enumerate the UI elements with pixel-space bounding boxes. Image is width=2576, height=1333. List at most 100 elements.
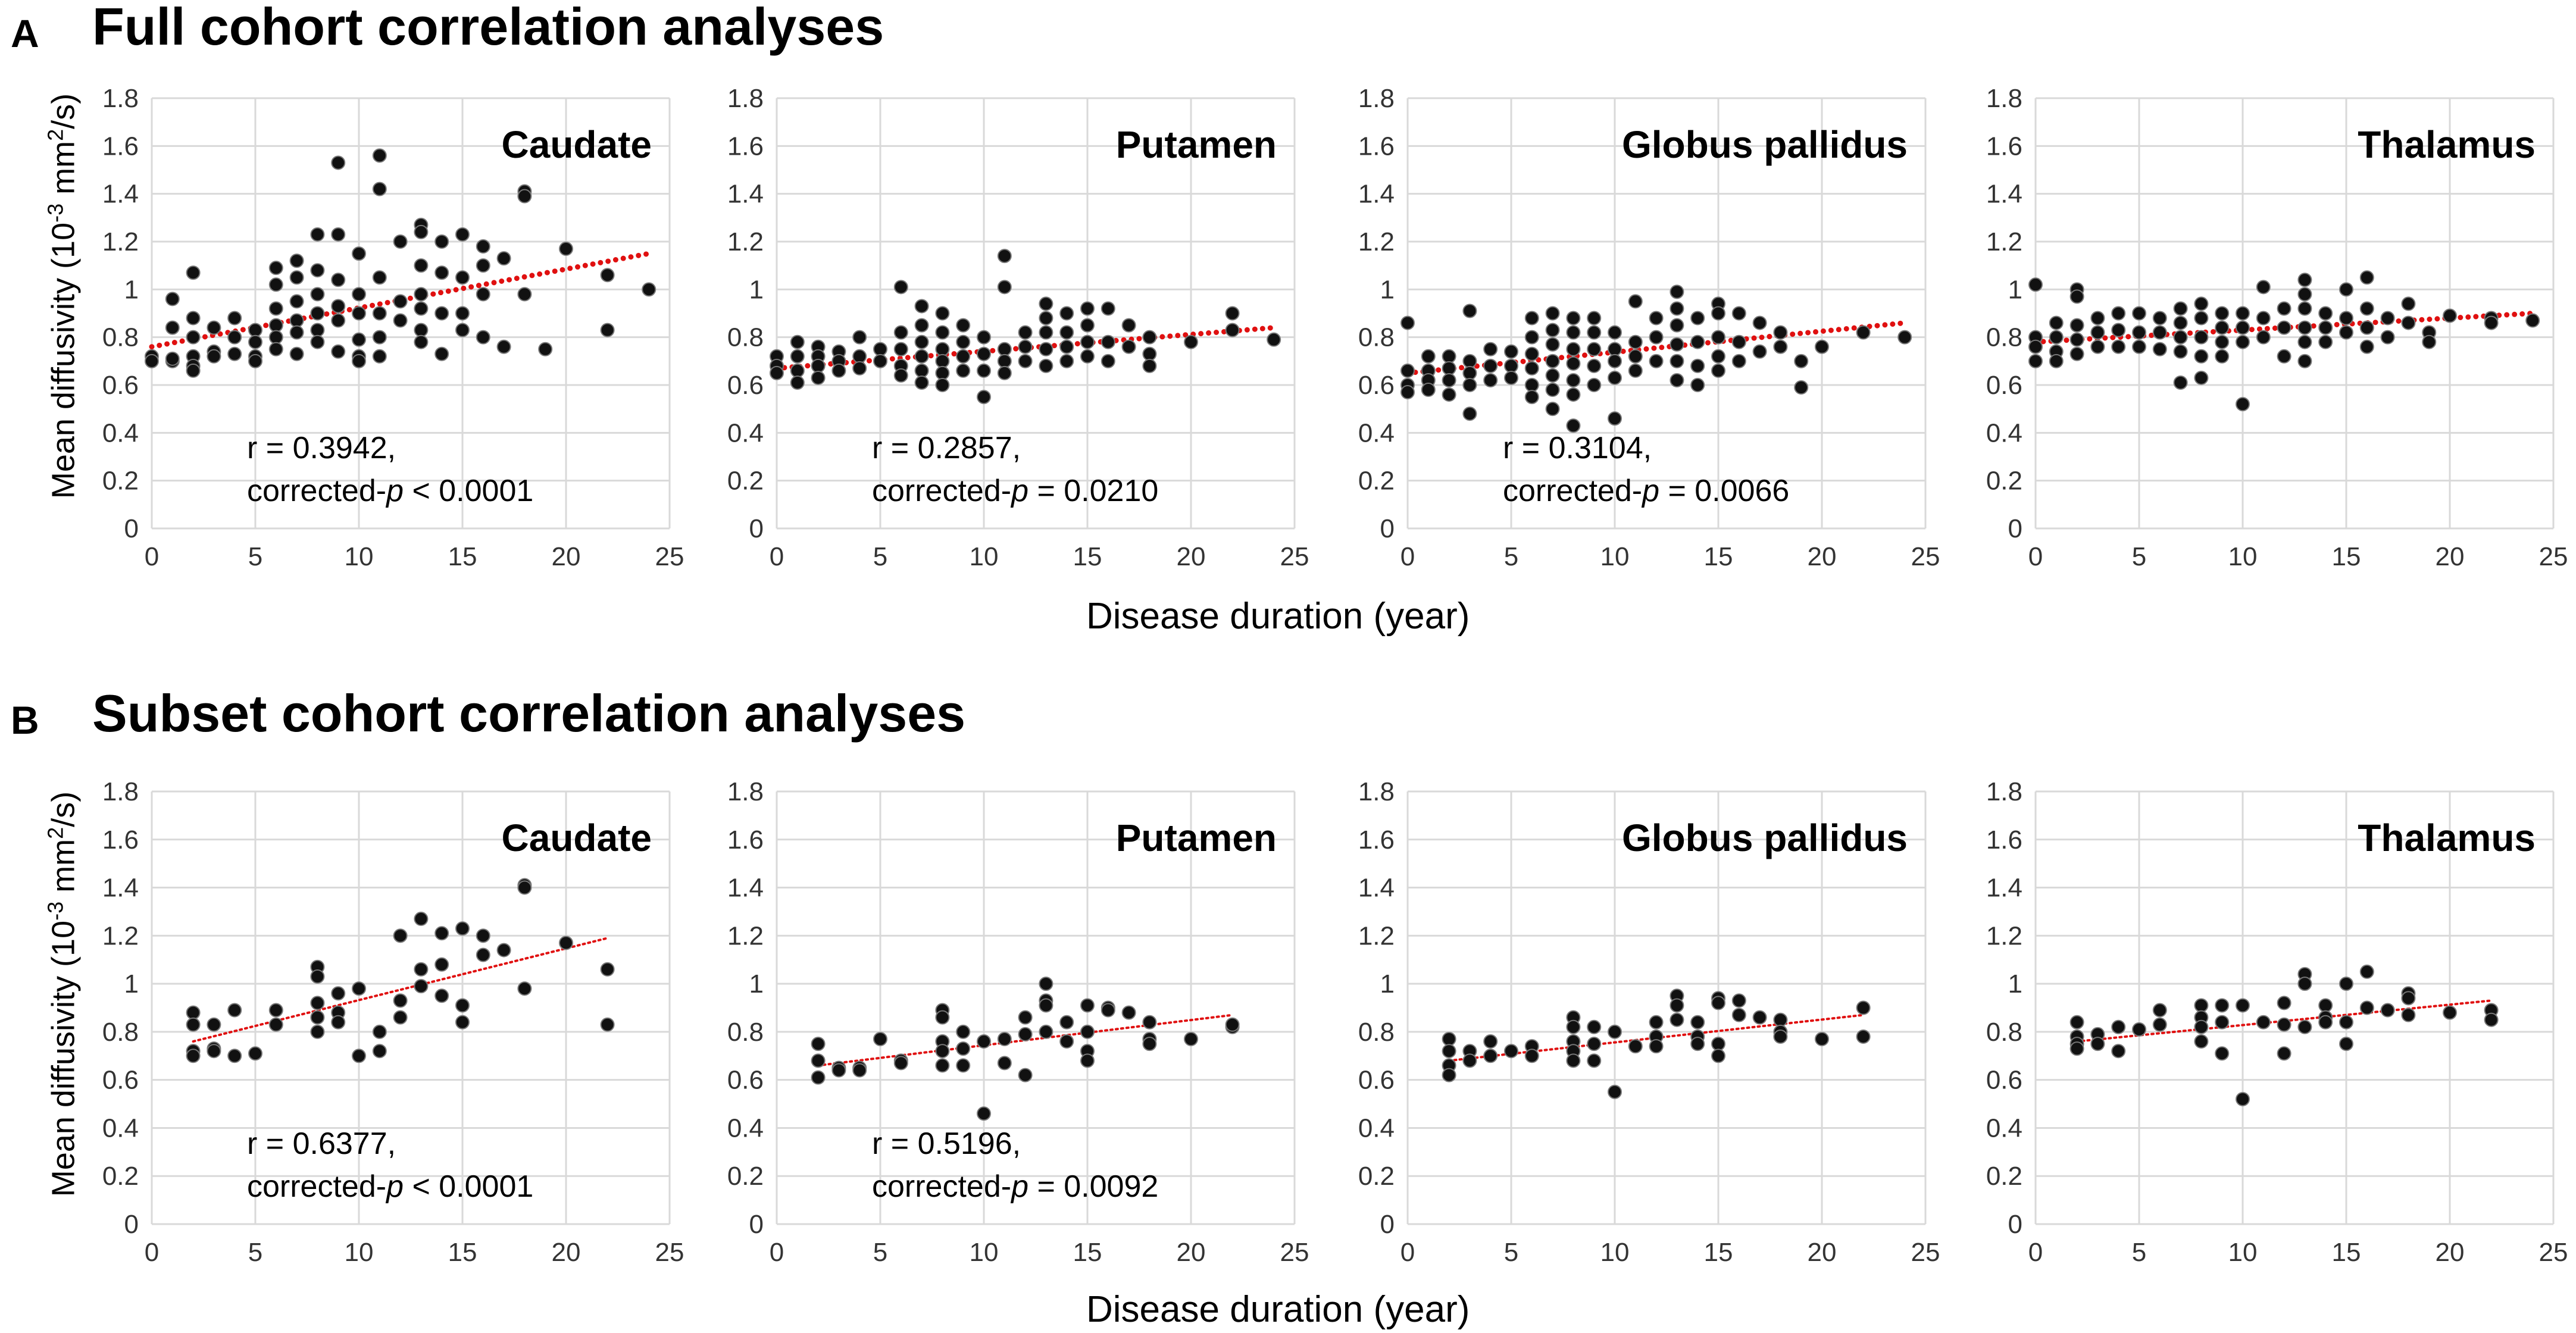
data-point — [1059, 306, 1074, 321]
data-point — [1566, 373, 1581, 387]
data-point — [935, 378, 950, 392]
data-point — [2401, 315, 2416, 330]
data-point — [207, 320, 221, 335]
x-tick-label: 25 — [655, 1238, 684, 1267]
data-point — [770, 365, 784, 380]
data-point — [2028, 277, 2043, 292]
x-tick-label: 5 — [873, 542, 887, 571]
data-point — [873, 1032, 887, 1047]
x-tick-label: 0 — [1400, 1238, 1415, 1267]
y-tick-label: 0.4 — [1986, 1113, 2022, 1143]
data-point — [372, 306, 387, 321]
data-point — [1566, 356, 1581, 371]
data-point — [1121, 1005, 1136, 1020]
data-point — [893, 325, 908, 340]
data-point — [517, 880, 532, 895]
data-point — [165, 320, 180, 335]
y-tick-label: 1.4 — [727, 180, 764, 209]
data-point — [2152, 1017, 2167, 1032]
data-point — [1670, 284, 1684, 299]
data-point — [1649, 353, 1664, 368]
data-point — [2194, 1019, 2209, 1034]
data-point — [268, 342, 283, 356]
x-tick-label: 5 — [873, 1238, 887, 1267]
y-tick-label: 0.4 — [1358, 418, 1395, 448]
data-point — [1711, 330, 1725, 345]
data-point — [372, 1044, 387, 1059]
data-point — [372, 182, 387, 196]
data-point — [2297, 273, 2312, 287]
data-point — [956, 334, 971, 349]
data-point — [1483, 358, 1498, 373]
data-point — [2111, 323, 2126, 337]
data-point — [1142, 1015, 1157, 1030]
data-point — [165, 292, 180, 306]
data-point — [310, 969, 325, 984]
data-point — [1184, 334, 1198, 349]
data-point — [1587, 311, 1602, 326]
data-point — [2049, 315, 2064, 330]
stat-p-number: < 0.0001 — [404, 474, 533, 508]
data-point — [1225, 1017, 1240, 1032]
data-point — [2194, 1034, 2209, 1049]
data-point — [2236, 1091, 2250, 1106]
data-point — [1462, 406, 1477, 421]
data-point — [1773, 1029, 1788, 1044]
data-point — [2339, 282, 2353, 297]
data-point — [1711, 996, 1725, 1010]
data-point — [2256, 330, 2271, 345]
data-point — [434, 957, 449, 972]
data-point — [956, 363, 971, 378]
data-point — [2215, 349, 2230, 364]
data-point — [1690, 334, 1705, 349]
data-point — [1608, 370, 1622, 385]
data-point — [352, 306, 366, 321]
data-point — [476, 928, 490, 943]
data-point — [289, 270, 304, 285]
data-point — [248, 353, 262, 368]
data-point — [1039, 977, 1053, 991]
y-tick-label: 0.6 — [1358, 371, 1395, 400]
data-point — [2173, 344, 2188, 359]
data-point — [914, 349, 929, 364]
data-point — [1059, 325, 1074, 340]
y-tick-label: 0 — [749, 514, 764, 543]
data-point — [642, 282, 656, 297]
data-point — [2297, 320, 2312, 335]
y-tick-label: 1.6 — [1986, 132, 2022, 161]
data-point — [1483, 342, 1498, 356]
stat-r-value: r = 0.5196, — [872, 1127, 1021, 1161]
data-point — [227, 311, 242, 326]
data-point — [914, 299, 929, 314]
data-point — [227, 346, 242, 361]
x-tick-label: 20 — [552, 542, 581, 571]
y-tick-label: 0.2 — [727, 467, 764, 496]
stat-p-symbol: p — [385, 1169, 404, 1204]
data-point — [1670, 353, 1684, 368]
y-tick-label: 1.2 — [102, 921, 139, 950]
data-point — [310, 1024, 325, 1039]
data-point — [1856, 1029, 1871, 1044]
stat-p-value: corrected-p = 0.0066 — [1503, 474, 1789, 508]
y-tick-label: 0.4 — [727, 418, 764, 448]
data-point — [1649, 1015, 1664, 1030]
data-point — [1142, 358, 1157, 373]
x-tick-label: 0 — [2028, 542, 2043, 571]
y-tick-label: 0 — [2008, 1210, 2022, 1239]
y-tick-label: 0.6 — [727, 1066, 764, 1095]
data-point — [331, 155, 346, 170]
data-point — [517, 981, 532, 996]
data-point — [893, 280, 908, 295]
data-point — [2236, 334, 2250, 349]
y-tick-label: 1 — [2008, 969, 2022, 999]
data-point — [2152, 342, 2167, 356]
y-tick-label: 1.6 — [727, 825, 764, 855]
y-tick-label: 1.6 — [1358, 825, 1395, 855]
data-point — [1628, 349, 1643, 364]
stat-p-symbol: p — [1641, 474, 1659, 508]
y-tick-label: 0.8 — [1358, 1018, 1395, 1047]
data-point — [2215, 334, 2230, 349]
